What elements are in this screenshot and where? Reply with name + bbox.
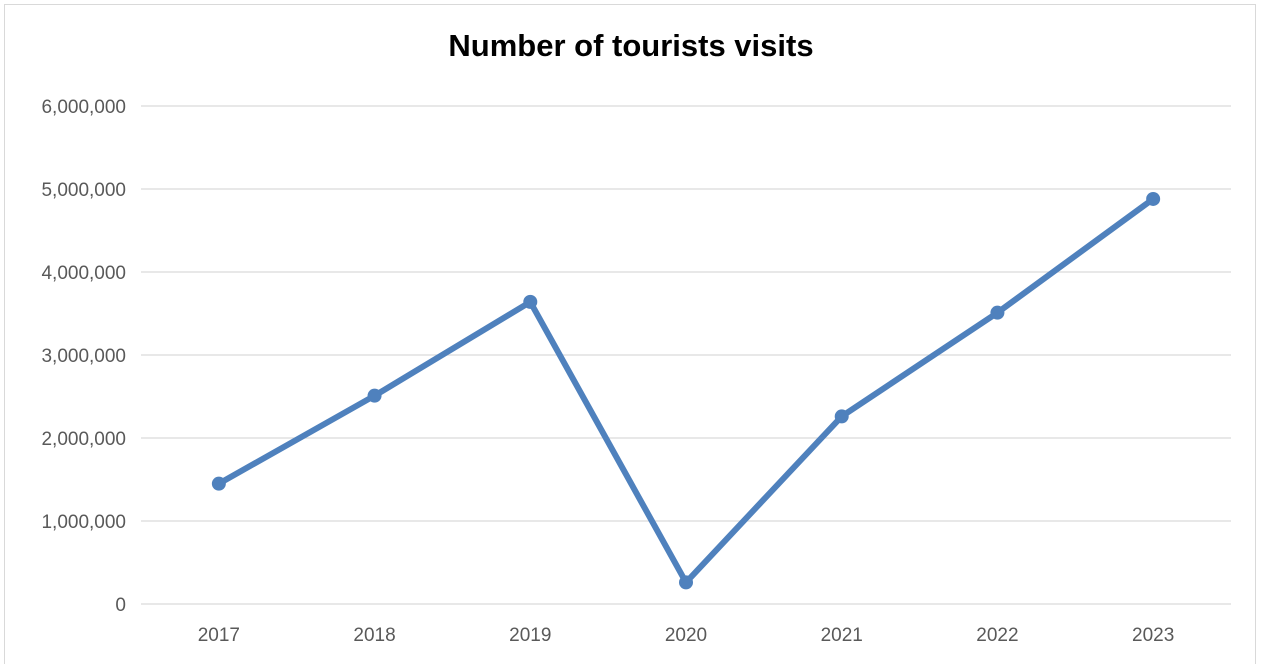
data-points xyxy=(211,191,1161,590)
data-point xyxy=(679,575,693,590)
x-tick-label: 2017 xyxy=(198,625,240,646)
x-tick-label: 2020 xyxy=(665,625,707,646)
chart-frame xyxy=(4,4,1256,664)
x-tick-labels: 2017 2018 2019 2020 2021 2022 2023 xyxy=(198,625,1175,646)
data-point xyxy=(1146,191,1161,206)
x-tick-label: 2023 xyxy=(1132,625,1174,646)
series-line xyxy=(215,196,1157,586)
x-tick-label: 2021 xyxy=(821,625,863,646)
series-line-group xyxy=(215,196,1157,586)
data-point xyxy=(990,305,1005,320)
y-tick-label: 4,000,000 xyxy=(41,263,126,284)
x-tick-label: 2018 xyxy=(353,625,395,646)
y-tick-label: 2,000,000 xyxy=(41,429,126,450)
chart-title: Number of tourists visits xyxy=(448,28,814,63)
y-tick-label: 0 xyxy=(115,595,126,616)
data-point xyxy=(211,476,226,491)
y-tick-label: 5,000,000 xyxy=(41,180,126,201)
x-tick-label: 2022 xyxy=(976,625,1018,646)
data-point xyxy=(523,294,538,309)
data-point xyxy=(367,388,382,403)
y-tick-label: 3,000,000 xyxy=(41,346,126,367)
gridlines xyxy=(141,105,1231,605)
y-tick-label: 1,000,000 xyxy=(41,512,126,533)
data-point xyxy=(834,409,849,424)
y-tick-labels: 0 1,000,000 2,000,000 3,000,000 4,000,000 5,0… xyxy=(41,97,126,616)
x-tick-label: 2019 xyxy=(509,625,551,646)
y-tick-label: 6,000,000 xyxy=(41,97,126,118)
